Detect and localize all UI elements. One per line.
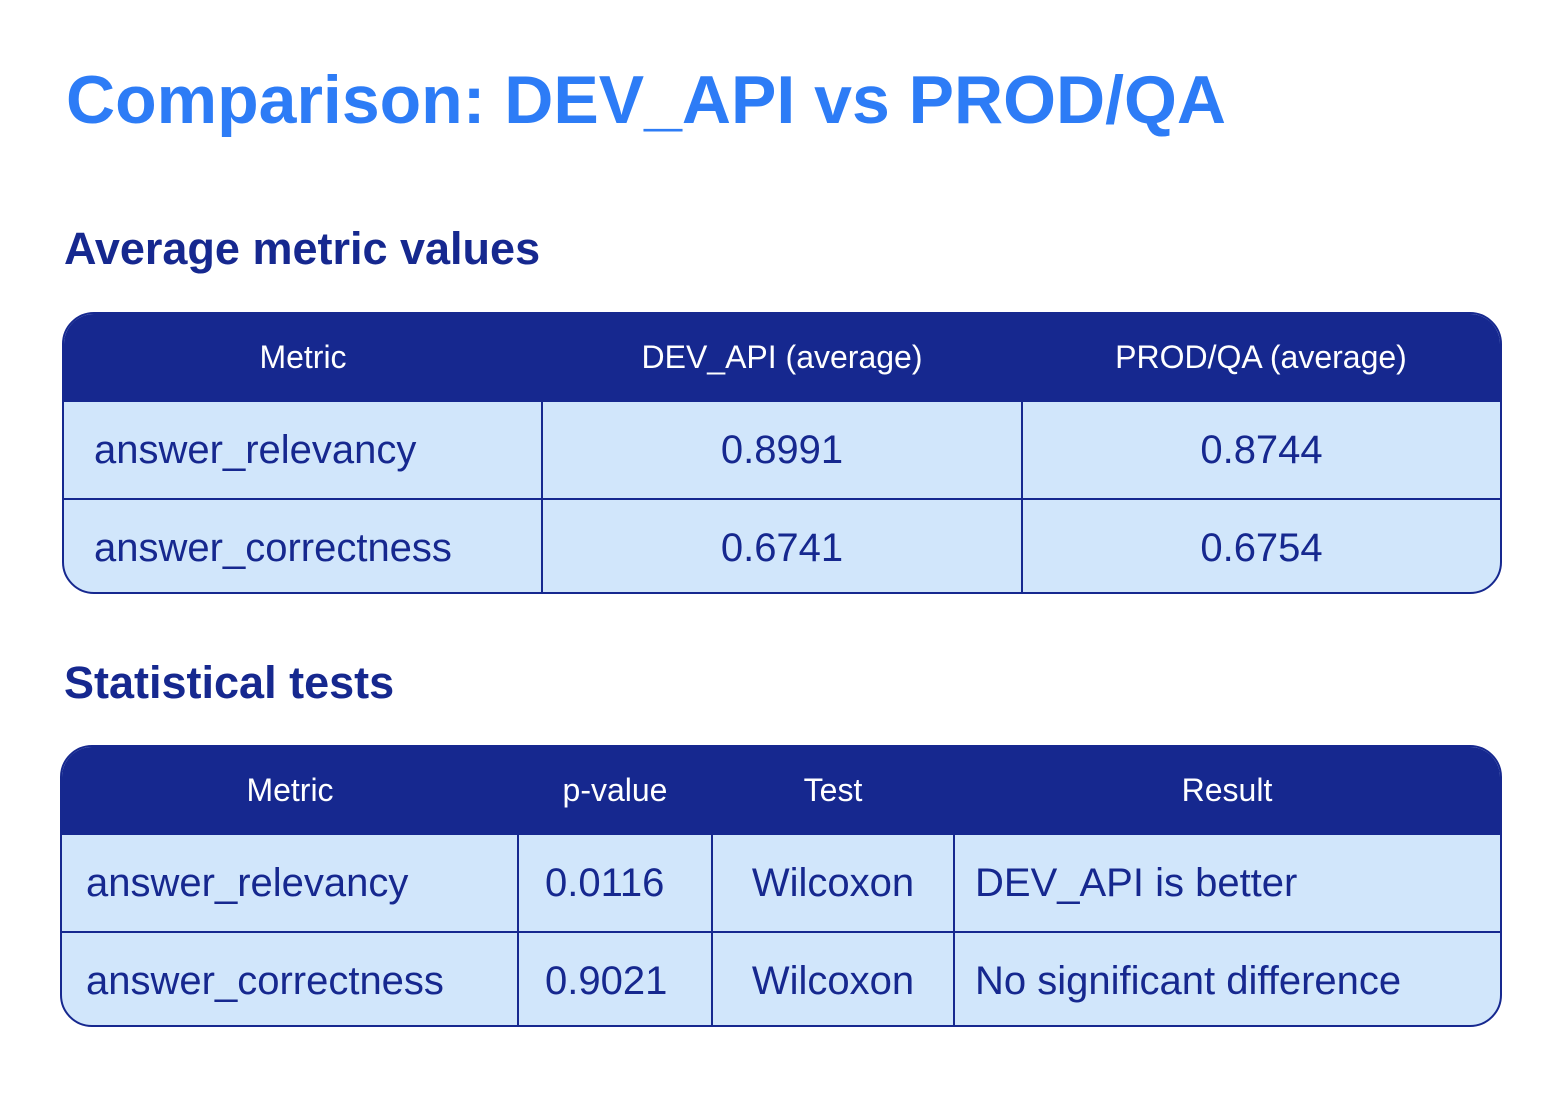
page-title: Comparison: DEV_API vs PROD/QA (66, 62, 1227, 138)
column-header-p-value: p-value (518, 747, 712, 834)
table-row: answer_correctness 0.9021 Wilcoxon No si… (62, 931, 1500, 1025)
column-header-metric: Metric (62, 747, 518, 834)
column-header-result: Result (954, 747, 1500, 834)
prod-qa-value-cell: 0.6754 (1021, 498, 1500, 592)
result-cell: DEV_API is better (953, 833, 1500, 932)
column-header-test: Test (712, 747, 954, 834)
column-header-prod-qa-average: PROD/QA (average) (1022, 314, 1500, 401)
column-header-metric: Metric (64, 314, 542, 401)
metric-cell: answer_correctness (64, 498, 542, 592)
table-header-row: Metric p-value Test Result (62, 747, 1500, 834)
stats-section-heading: Statistical tests (64, 657, 395, 708)
p-value-cell: 0.0116 (517, 833, 712, 932)
result-cell: No significant difference (953, 931, 1500, 1025)
table-row: answer_relevancy 0.0116 Wilcoxon DEV_API… (62, 833, 1500, 932)
prod-qa-value-cell: 0.8744 (1021, 400, 1500, 499)
table-header-row: Metric DEV_API (average) PROD/QA (averag… (64, 314, 1500, 401)
dev-api-value-cell: 0.6741 (541, 498, 1022, 592)
column-header-dev-api-average: DEV_API (average) (542, 314, 1022, 401)
average-section-heading: Average metric values (64, 223, 541, 274)
test-cell: Wilcoxon (711, 931, 954, 1025)
metric-cell: answer_correctness (62, 931, 518, 1025)
test-cell: Wilcoxon (711, 833, 954, 932)
table-row: answer_relevancy 0.8991 0.8744 (64, 400, 1500, 499)
dev-api-value-cell: 0.8991 (541, 400, 1022, 499)
average-metrics-table: Metric DEV_API (average) PROD/QA (averag… (62, 312, 1502, 594)
metric-cell: answer_relevancy (62, 833, 518, 932)
p-value-cell: 0.9021 (517, 931, 712, 1025)
table-row: answer_correctness 0.6741 0.6754 (64, 498, 1500, 592)
statistical-tests-table: Metric p-value Test Result answer_releva… (60, 745, 1502, 1027)
metric-cell: answer_relevancy (64, 400, 542, 499)
